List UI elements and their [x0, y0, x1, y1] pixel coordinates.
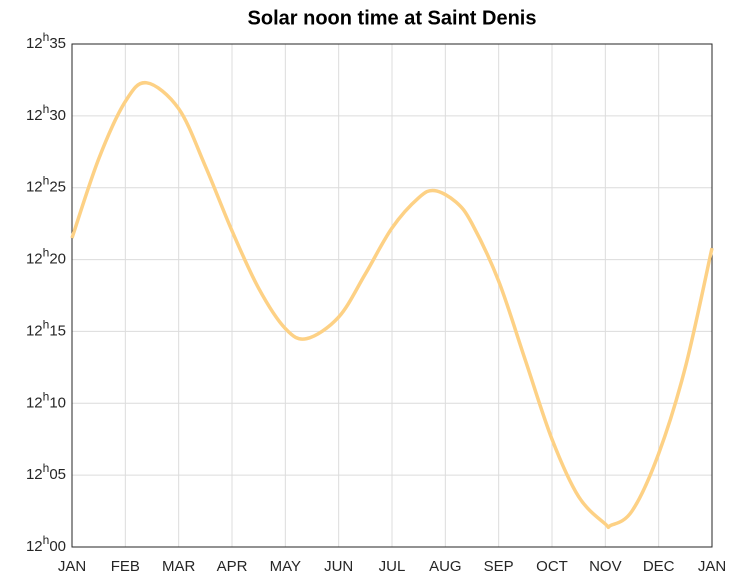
y-tick-label: 12h35: [26, 30, 66, 52]
y-tick-label: 12h15: [26, 318, 66, 340]
y-tick-label: 12h05: [26, 461, 66, 483]
chart-title: Solar noon time at Saint Denis: [248, 7, 537, 29]
x-tick-label: JAN: [698, 558, 726, 575]
y-tick-label: 12h20: [26, 246, 66, 268]
x-tick-label: MAY: [270, 558, 301, 575]
y-tick-label: 12h25: [26, 174, 66, 196]
x-tick-label: OCT: [536, 558, 568, 575]
y-tick-label: 12h00: [26, 533, 66, 555]
x-tick-label: JUN: [324, 558, 353, 575]
line-series: [70, 80, 714, 530]
x-tick-label: JAN: [58, 558, 86, 575]
x-tick-label: DEC: [643, 558, 675, 575]
y-tick-label: 12h10: [26, 389, 66, 411]
x-tick-label: NOV: [589, 558, 622, 575]
x-tick-label: SEP: [484, 558, 514, 575]
plot-frame: [71, 43, 713, 548]
y-tick-label: 12h30: [26, 102, 66, 124]
x-tick-label: APR: [217, 558, 248, 575]
x-tick-label: AUG: [429, 558, 462, 575]
x-tick-label: MAR: [162, 558, 196, 575]
x-tick-label: FEB: [111, 558, 140, 575]
x-tick-label: JUL: [379, 558, 406, 575]
